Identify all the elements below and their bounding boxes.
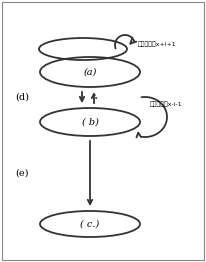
Text: (a): (a) xyxy=(83,68,97,77)
Text: स्वयंx-i-1: स्वयंx-i-1 xyxy=(150,101,183,107)
Text: ( b): ( b) xyxy=(82,117,98,127)
Text: (e): (e) xyxy=(15,168,29,177)
Text: स्वयंx+i+1: स्वयंx+i+1 xyxy=(138,41,177,47)
Text: ( c.): ( c.) xyxy=(80,220,100,228)
Text: (d): (d) xyxy=(15,92,29,101)
